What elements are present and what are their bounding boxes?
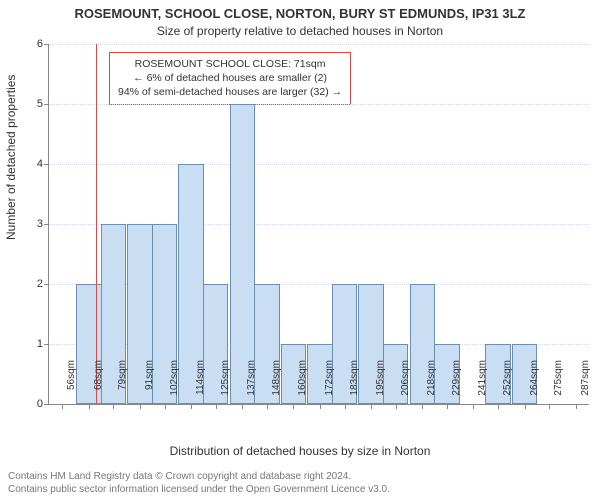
xtick-mark (165, 404, 166, 409)
xtick-mark (473, 404, 474, 409)
xtick-label: 68sqm (93, 360, 104, 410)
gridline (49, 164, 589, 165)
xtick-mark (113, 404, 114, 409)
xtick-mark (293, 404, 294, 409)
xtick-label: 102sqm (169, 360, 180, 410)
chart-container: ROSEMOUNT, SCHOOL CLOSE, NORTON, BURY ST… (0, 0, 600, 500)
xtick-mark (525, 404, 526, 409)
ytick-label: 6 (23, 38, 43, 50)
xtick-label: 91sqm (144, 360, 155, 410)
xtick-label: 229sqm (451, 360, 462, 410)
reference-line (96, 44, 97, 404)
ytick-mark (44, 44, 49, 45)
xtick-mark (62, 404, 63, 409)
ytick-label: 2 (23, 278, 43, 290)
ytick-label: 3 (23, 218, 43, 230)
xtick-label: 114sqm (195, 360, 206, 410)
ytick-mark (44, 344, 49, 345)
xtick-label: 195sqm (375, 360, 386, 410)
xtick-label: 79sqm (117, 360, 128, 410)
xtick-label: 56sqm (66, 360, 77, 410)
xtick-mark (345, 404, 346, 409)
xtick-mark (216, 404, 217, 409)
xtick-label: 218sqm (426, 360, 437, 410)
ytick-mark (44, 404, 49, 405)
ytick-label: 4 (23, 158, 43, 170)
xtick-mark (396, 404, 397, 409)
annotation-line1: ROSEMOUNT SCHOOL CLOSE: 71sqm (118, 57, 342, 71)
ytick-mark (44, 284, 49, 285)
title-sub: Size of property relative to detached ho… (0, 24, 600, 38)
gridline (49, 44, 589, 45)
xtick-mark (498, 404, 499, 409)
xtick-mark (140, 404, 141, 409)
xtick-mark (447, 404, 448, 409)
annotation-line2: ← 6% of detached houses are smaller (2) (118, 71, 342, 85)
ytick-mark (44, 224, 49, 225)
x-axis-label: Distribution of detached houses by size … (0, 444, 600, 458)
footer-line2: Contains public sector information licen… (8, 483, 390, 496)
xtick-mark (89, 404, 90, 409)
bar (230, 104, 256, 404)
xtick-label: 287sqm (580, 360, 591, 410)
xtick-label: 148sqm (271, 360, 282, 410)
plot-area: ROSEMOUNT SCHOOL CLOSE: 71sqm ← 6% of de… (48, 44, 589, 405)
xtick-mark (576, 404, 577, 409)
ytick-label: 5 (23, 98, 43, 110)
gridline (49, 104, 589, 105)
xtick-label: 206sqm (400, 360, 411, 410)
xtick-label: 275sqm (553, 360, 564, 410)
xtick-mark (422, 404, 423, 409)
ytick-label: 0 (23, 398, 43, 410)
xtick-label: 264sqm (529, 360, 540, 410)
xtick-mark (267, 404, 268, 409)
xtick-mark (242, 404, 243, 409)
xtick-label: 183sqm (349, 360, 360, 410)
xtick-mark (371, 404, 372, 409)
ytick-mark (44, 164, 49, 165)
xtick-label: 125sqm (220, 360, 231, 410)
xtick-label: 172sqm (324, 360, 335, 410)
title-main: ROSEMOUNT, SCHOOL CLOSE, NORTON, BURY ST… (0, 6, 600, 21)
xtick-mark (549, 404, 550, 409)
xtick-label: 252sqm (502, 360, 513, 410)
xtick-label: 160sqm (297, 360, 308, 410)
xtick-label: 137sqm (246, 360, 257, 410)
annotation-line3: 94% of semi-detached houses are larger (… (118, 85, 342, 99)
xtick-label: 241sqm (477, 360, 488, 410)
footer-line1: Contains HM Land Registry data © Crown c… (8, 470, 390, 483)
ytick-label: 1 (23, 338, 43, 350)
xtick-mark (191, 404, 192, 409)
footer: Contains HM Land Registry data © Crown c… (8, 470, 390, 496)
y-axis-label: Number of detached properties (4, 75, 18, 240)
xtick-mark (320, 404, 321, 409)
annotation-box: ROSEMOUNT SCHOOL CLOSE: 71sqm ← 6% of de… (109, 52, 351, 105)
ytick-mark (44, 104, 49, 105)
